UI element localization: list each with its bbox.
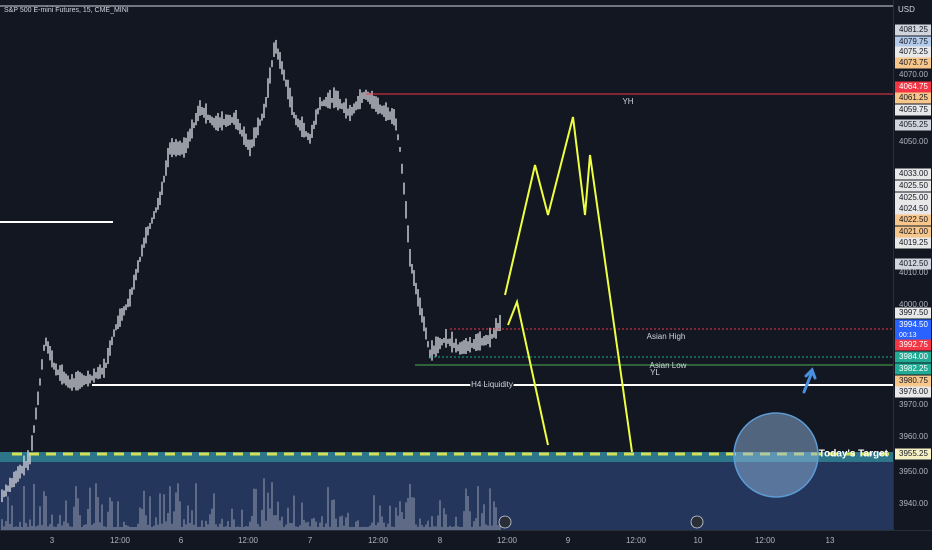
price-label-box bbox=[895, 81, 931, 93]
price-label: 4025.50 bbox=[899, 181, 928, 190]
price-label: 00:13 bbox=[899, 332, 917, 339]
price-label-box bbox=[895, 448, 931, 460]
price-label: 4075.25 bbox=[899, 47, 928, 56]
price-label: 3997.50 bbox=[899, 308, 928, 317]
price-label: 4021.00 bbox=[899, 227, 928, 236]
time-label: 12:00 bbox=[755, 536, 776, 545]
event-icon bbox=[498, 515, 512, 529]
price-label: 4050.00 bbox=[899, 137, 928, 146]
price-label: 4059.75 bbox=[899, 105, 928, 114]
price-label: 4055.25 bbox=[899, 120, 928, 129]
price-label-box bbox=[895, 214, 931, 226]
time-label: 13 bbox=[826, 536, 835, 545]
chart-title: S&P 500 E-mini Futures, 15, CME_MINI bbox=[4, 7, 129, 14]
time-label: 7 bbox=[308, 536, 313, 545]
target-circle bbox=[733, 412, 819, 498]
price-label: 3950.00 bbox=[899, 467, 928, 476]
price-label: 4012.50 bbox=[899, 259, 928, 268]
volume bbox=[1, 478, 501, 530]
annotation: Asian High bbox=[647, 332, 686, 341]
price-label: 4079.75 bbox=[899, 37, 928, 46]
annotation: Today's Target bbox=[819, 449, 889, 460]
projection bbox=[504, 116, 633, 453]
price-label-box bbox=[895, 329, 931, 341]
time-label: 8 bbox=[438, 536, 443, 545]
price-label: 4019.25 bbox=[899, 238, 928, 247]
price-label-box bbox=[895, 57, 931, 69]
price-label-box bbox=[895, 168, 931, 180]
currency: USD bbox=[898, 5, 915, 14]
time-label: 12:00 bbox=[497, 536, 518, 545]
price-label: 3960.00 bbox=[899, 432, 928, 441]
price-label: 3980.75 bbox=[899, 376, 928, 385]
price-label: 3955.25 bbox=[899, 449, 928, 458]
projection bbox=[507, 298, 549, 446]
price-label-box bbox=[895, 319, 931, 331]
time-label: 12:00 bbox=[368, 536, 389, 545]
price-label: 3982.25 bbox=[899, 364, 928, 373]
price-label-box bbox=[895, 339, 931, 351]
annotation: YH bbox=[622, 97, 633, 106]
price-label-box bbox=[895, 46, 931, 58]
price-label: 3984.00 bbox=[899, 352, 928, 361]
price-label-box bbox=[895, 119, 931, 131]
price-label-box bbox=[895, 307, 931, 319]
price-label-box bbox=[895, 375, 931, 387]
arrow bbox=[802, 367, 817, 394]
price-label-box bbox=[895, 363, 931, 375]
price-label: 4025.00 bbox=[899, 193, 928, 202]
annotation: Asian Low bbox=[650, 361, 687, 370]
price-label-box bbox=[895, 24, 931, 36]
price-label-box bbox=[895, 203, 931, 215]
time-label: 10 bbox=[694, 536, 703, 545]
price-label: 3940.00 bbox=[899, 499, 928, 508]
target-band bbox=[0, 452, 893, 462]
annotation: H4 Liquidity bbox=[471, 380, 513, 389]
price-label-box bbox=[895, 226, 931, 238]
price-label-box bbox=[895, 351, 931, 363]
price-label-box bbox=[895, 386, 931, 398]
time-label: 6 bbox=[179, 536, 184, 545]
price-label: 4010.00 bbox=[899, 268, 928, 277]
time-label: 12:00 bbox=[110, 536, 131, 545]
price-label-box bbox=[895, 192, 931, 204]
event-icon bbox=[690, 515, 704, 529]
time-label: 3 bbox=[50, 536, 55, 545]
price-label-box bbox=[895, 258, 931, 270]
time-label: 12:00 bbox=[626, 536, 647, 545]
price-label: 4064.75 bbox=[899, 82, 928, 91]
price-label: 4024.50 bbox=[899, 204, 928, 213]
price-label-box bbox=[895, 36, 931, 48]
price-series bbox=[1, 39, 501, 503]
time-label: 9 bbox=[566, 536, 571, 545]
price-label: 4033.00 bbox=[899, 169, 928, 178]
price-label-box bbox=[895, 237, 931, 249]
price-label: 4022.50 bbox=[899, 215, 928, 224]
price-label: 4000.00 bbox=[899, 300, 928, 309]
price-label: 4061.25 bbox=[899, 93, 928, 102]
price-label: 3976.00 bbox=[899, 387, 928, 396]
price-label: 4081.25 bbox=[899, 25, 928, 34]
time-label: 12:00 bbox=[238, 536, 259, 545]
price-label: 3970.00 bbox=[899, 400, 928, 409]
annotation: YL bbox=[650, 368, 660, 377]
price-label: 4070.00 bbox=[899, 70, 928, 79]
price-label: 3994.50 bbox=[899, 320, 928, 329]
price-label-box bbox=[895, 104, 931, 116]
price-label: 3992.75 bbox=[899, 340, 928, 349]
price-label-box bbox=[895, 180, 931, 192]
price-label: 4073.75 bbox=[899, 58, 928, 67]
price-label-box bbox=[895, 92, 931, 104]
